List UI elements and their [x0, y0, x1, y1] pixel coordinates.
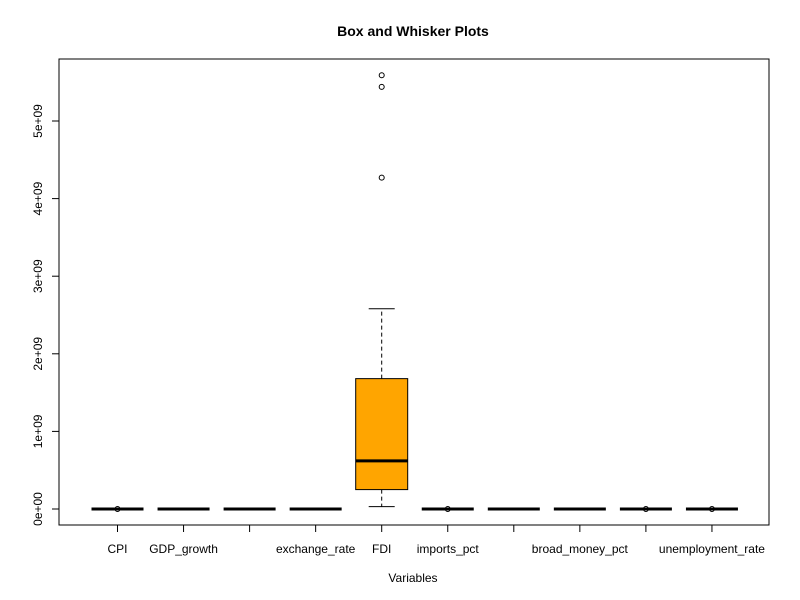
x-tick-label: GDP_growth	[149, 542, 218, 556]
x-tick-label: FDI	[372, 542, 391, 556]
y-tick-label: 1e+09	[31, 414, 45, 448]
outlier-point	[378, 174, 385, 181]
outlier-point	[378, 83, 385, 90]
y-tick-label: 4e+09	[31, 181, 45, 215]
plot-frame	[58, 58, 770, 526]
chart-title: Box and Whisker Plots	[337, 23, 489, 39]
box-imports_pct	[421, 506, 474, 512]
outlier-point	[378, 72, 385, 79]
y-tick-label: 2e+09	[31, 337, 45, 371]
x-tick-label: unemployment_rate	[659, 542, 765, 556]
box-CPI	[91, 506, 144, 512]
x-axis: CPI GDP_growth exchange_rate FDI imports_pct…	[107, 524, 765, 556]
outlier-point	[114, 506, 121, 512]
x-tick-label: exchange_rate	[276, 542, 356, 556]
outlier-point	[642, 506, 649, 512]
x-tick-label: broad_money_pct	[532, 542, 629, 556]
box-item-9	[619, 506, 672, 512]
y-tick-label: 0e+00	[31, 492, 45, 526]
boxes	[91, 72, 738, 512]
outlier-point	[444, 506, 451, 512]
box-FDI	[355, 72, 409, 508]
x-axis-label: Variables	[388, 571, 437, 585]
outlier-point	[708, 506, 715, 512]
box-unemployment_rate	[685, 506, 738, 512]
x-tick-label: CPI	[107, 542, 127, 556]
y-axis: 0e+00 1e+09 2e+09 3e+09 4e+09 5e+09	[31, 104, 60, 526]
y-tick-label: 3e+09	[31, 259, 45, 293]
y-tick-label: 5e+09	[31, 104, 45, 138]
box-body	[355, 378, 409, 491]
x-tick-label: imports_pct	[417, 542, 480, 556]
